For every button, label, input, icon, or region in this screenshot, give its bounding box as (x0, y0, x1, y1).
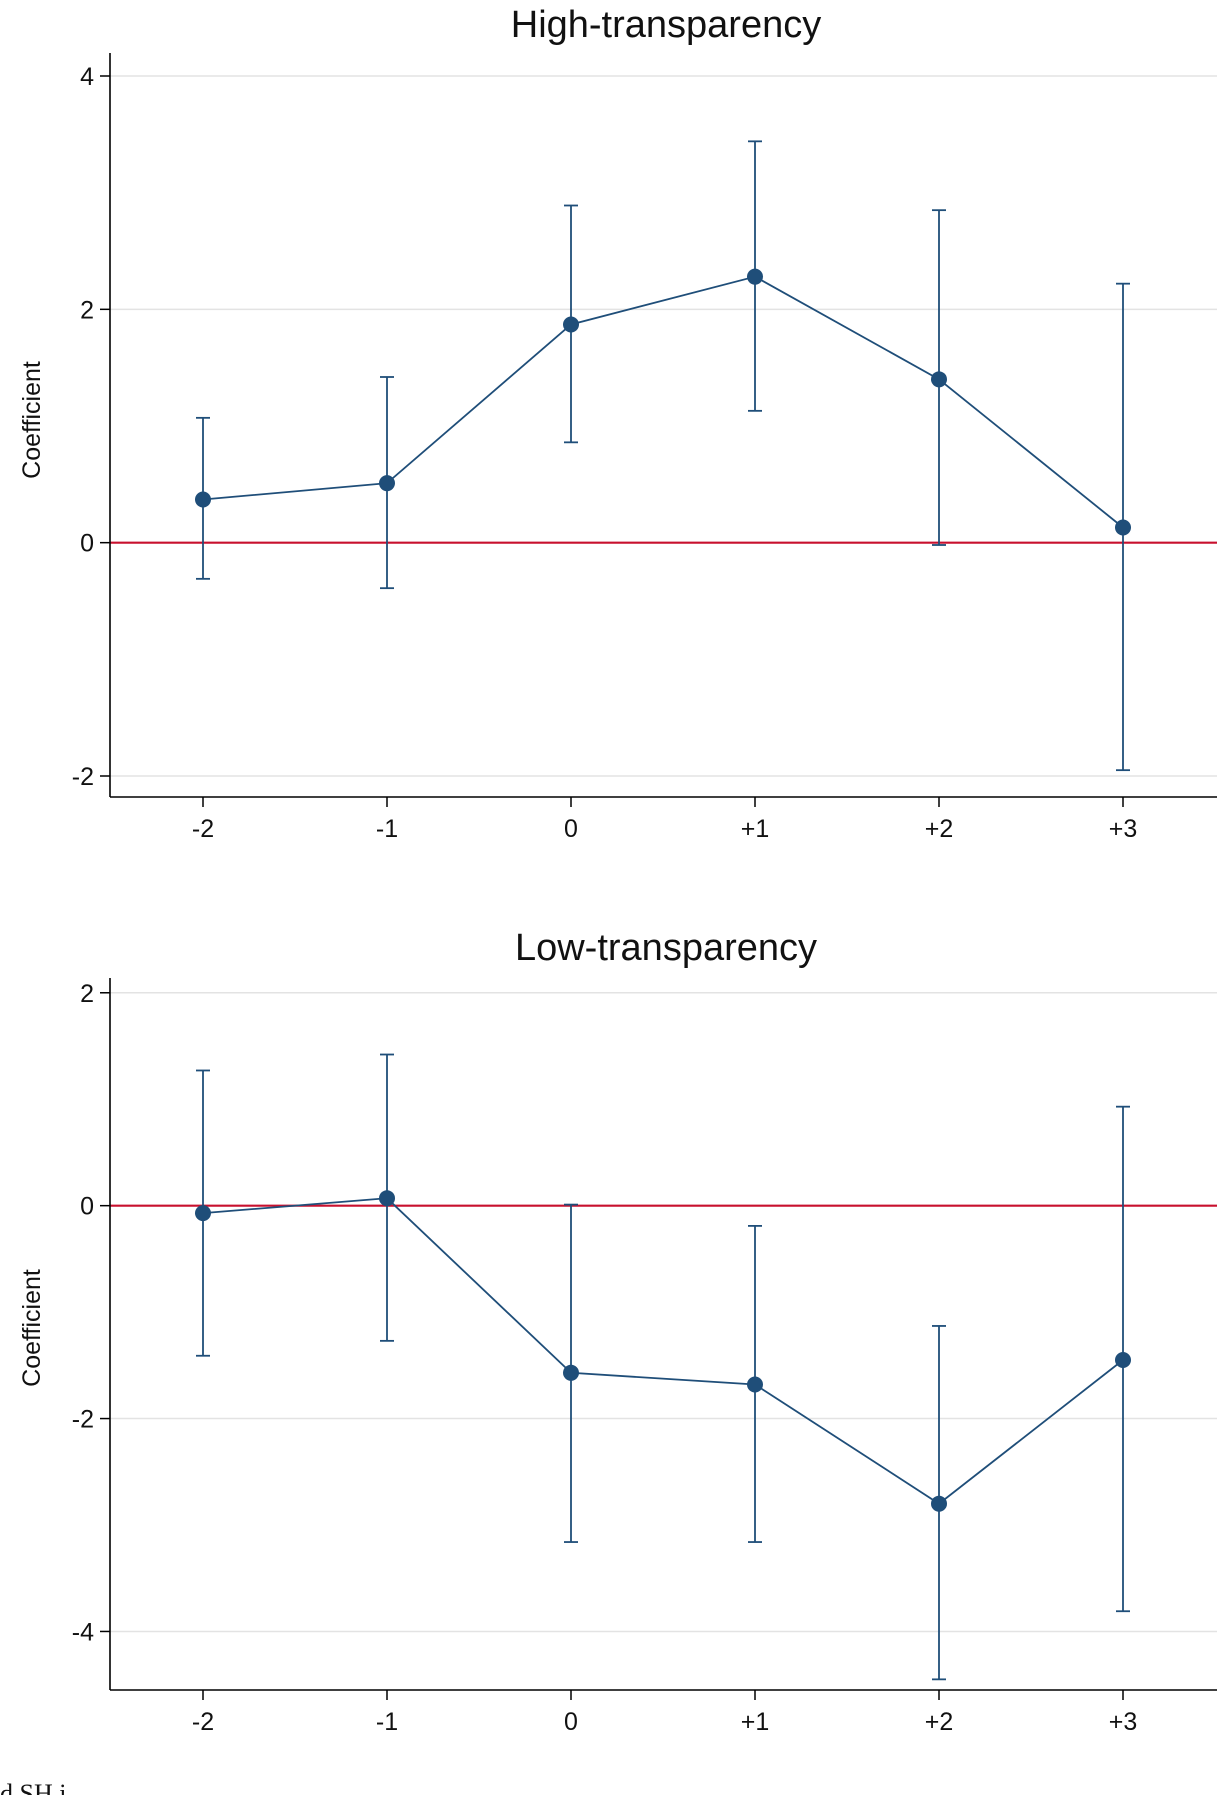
y-tick-label: 0 (80, 530, 94, 558)
footer-text: d SH i (0, 1779, 66, 1795)
data-point (1115, 1352, 1131, 1369)
data-point (195, 491, 211, 508)
chart-panel-high-transparency: High-transparency Coefficient -2 0 2 4 -2 -1 0… (18, 4, 1217, 843)
chart-title: High-transparency (511, 4, 821, 46)
data-point (195, 1205, 211, 1222)
x-tick-label: 0 (564, 815, 578, 843)
x-tick-label: +1 (741, 815, 770, 843)
y-axis-label: Coefficient (18, 1269, 46, 1387)
series-line (202, 275, 1124, 529)
x-tick-label: -1 (376, 815, 398, 843)
y-tick-label: -2 (72, 1406, 94, 1434)
data-point (931, 1495, 947, 1512)
y-tick-label: 0 (80, 1193, 94, 1221)
x-tick-label: +3 (1109, 815, 1138, 843)
x-tick-label: -2 (192, 1708, 214, 1736)
data-point (563, 316, 579, 333)
x-tick-label: +2 (925, 1708, 954, 1736)
data-point (379, 475, 395, 492)
y-tick-label: -2 (72, 763, 94, 791)
x-tick-label: +2 (925, 815, 954, 843)
data-point (379, 1190, 395, 1207)
data-point (1115, 519, 1131, 536)
y-axis-label: Coefficient (18, 361, 46, 479)
series-line (202, 1197, 1124, 1505)
y-tick-label: 2 (80, 296, 94, 324)
data-point (747, 268, 763, 285)
data-point (931, 371, 947, 388)
x-tick-label: +3 (1109, 1708, 1138, 1736)
x-tick-label: 0 (564, 1708, 578, 1736)
chart-title: Low-transparency (515, 927, 817, 969)
x-tick-label: +1 (741, 1708, 770, 1736)
y-tick-label: 2 (80, 980, 94, 1008)
x-tick-label: -2 (192, 815, 214, 843)
y-tick-label: 4 (80, 63, 94, 91)
x-tick-label: -1 (376, 1708, 398, 1736)
data-point (563, 1364, 579, 1381)
data-point (747, 1376, 763, 1393)
chart-panel-low-transparency: Low-transparency Coefficient -4 -2 0 2 -2 -1 0… (18, 927, 1217, 1736)
y-tick-label: -4 (72, 1618, 94, 1646)
